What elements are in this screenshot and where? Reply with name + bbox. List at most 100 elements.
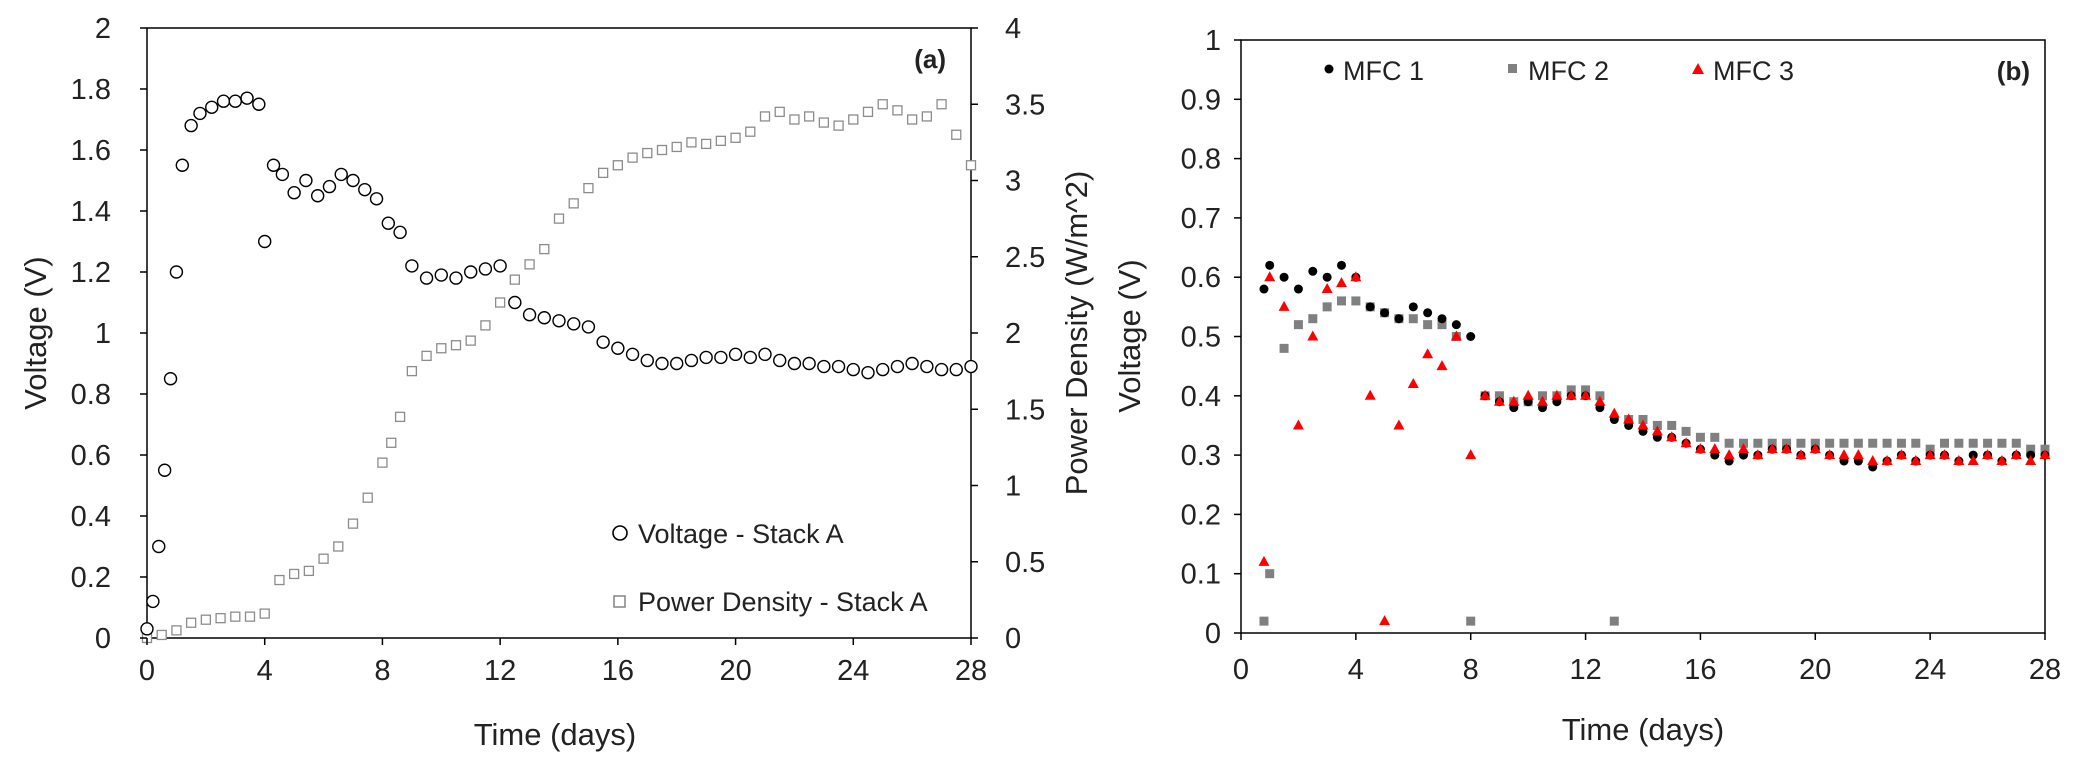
mfc-3-point [1924,449,1936,460]
voltage-point [787,356,802,371]
panel-a-y-tick-label: 0 [95,623,111,655]
power-density-point [156,629,167,641]
mfc-3-point [1809,443,1821,454]
mfc-3-point [1881,455,1893,466]
voltage-point [346,173,360,188]
panel-b-x-tick-label: 16 [1684,654,1716,686]
panel-a-legend: Voltage - Stack A Power Density - Stack … [612,519,928,617]
panel-b-marks [1258,260,2051,626]
voltage-point [322,179,337,194]
mfc-2-point [1954,438,1964,448]
panel-b-x-tick-label: 0 [1233,654,1249,686]
mfc-3-point [1551,389,1563,400]
voltage-point [405,259,419,273]
voltage-point [831,359,846,374]
power-density-point [200,614,212,625]
mfc-3-point [1594,395,1606,406]
panel-b-y-tick-label: 0.6 [1181,262,1221,294]
mfc-3-point [1781,443,1793,454]
power-density-point [759,111,771,122]
voltage-point [920,359,934,374]
mfc-2-point [1259,616,1269,626]
mfc-2-point [2011,438,2021,448]
mfc-3-point [1752,449,1764,460]
voltage-point [228,94,242,108]
panel-b-label: (b) [1997,56,2030,86]
voltage-point [152,539,166,554]
mfc-3-point [1824,449,1836,460]
power-density-point [171,625,182,636]
mfc-3-point [1651,425,1663,436]
panel-a-x-tick-label: 12 [484,655,516,687]
mfc-3-point [1580,389,1592,400]
panel-a-x-tick-label: 24 [837,655,869,687]
mfc-3-point [1996,455,2008,466]
mfc-3-point [1895,449,1907,460]
power-density-point [730,132,741,143]
power-density-point [774,106,785,118]
voltage-point [140,622,154,636]
mfc-2-point [1265,569,1275,579]
mfc-2-point [1293,320,1303,330]
panel-a-y2-tick-label: 1.5 [1005,394,1045,426]
mfc-3-point [1565,389,1577,400]
power-density-point [597,167,609,179]
mfc-3-point [1336,277,1347,288]
panel-b-y-tick-label: 0.9 [1181,84,1221,116]
panel-a-x-tick-label: 4 [257,655,273,687]
mfc-3-point [1766,443,1778,454]
power-density-point [892,105,903,116]
power-density-point [394,411,406,423]
mfc-3-point [1867,455,1879,466]
mfc-3-point [1608,407,1620,418]
power-density-point [244,611,256,622]
legend-marker-mfc-1 [1324,64,1334,74]
power-density-point [450,340,462,351]
mfc-1-point [1408,302,1418,312]
mfc-3-point [1393,419,1405,430]
mfc-3-point [1967,455,1979,466]
mfc-2-point [1322,302,1332,312]
mfc-3-point [1982,449,1994,460]
panel-a-x-tick-label: 8 [374,655,390,687]
mfc-3-point [1738,443,1749,454]
panel-b-y-tick-label: 0 [1205,618,1221,650]
voltage-point [419,271,434,285]
voltage-point [522,308,537,322]
voltage-point [728,347,743,362]
voltage-point [393,225,407,240]
panel-a-y-ticks: 0 0.2 0.4 0.6 0.8 1 1.2 1.4 1.6 1.8 2 [71,13,147,655]
mfc-3-point [1465,449,1477,460]
mfc-3-point [1637,419,1649,430]
power-density-point [627,152,638,163]
voltage-point [193,106,207,121]
voltage-point [508,295,522,310]
mfc-3-point [1321,283,1333,294]
voltage-point [169,265,184,279]
mfc-3-point [1479,389,1491,400]
mfc-2-point [1408,314,1418,324]
voltage-point [240,91,254,105]
mfc-2-point [1423,320,1433,330]
mfc-2-point [1868,438,1878,448]
mfc-2-point [1896,438,1906,448]
voltage-point [567,317,581,331]
power-density-point [185,617,197,628]
voltage-point [581,320,596,334]
voltage-point [146,594,160,609]
legend-label-mfc-3: MFC 3 [1713,56,1794,86]
mfc-2-point [1337,296,1346,306]
mfc-3-point [1694,443,1706,454]
power-density-point [745,126,756,137]
voltage-point [949,362,963,377]
panel-a-y2-tick-label: 3.5 [1005,89,1045,121]
power-density-point [803,111,815,122]
power-density-point [465,335,476,346]
panel-a-x-tick-label: 0 [139,655,155,687]
voltage-point [773,353,787,368]
mfc-3-point [1407,377,1419,388]
voltage-point [157,463,172,477]
panel-a-x-tick-label: 20 [719,655,751,687]
panel-b-y-tick-label: 0.4 [1181,381,1221,413]
